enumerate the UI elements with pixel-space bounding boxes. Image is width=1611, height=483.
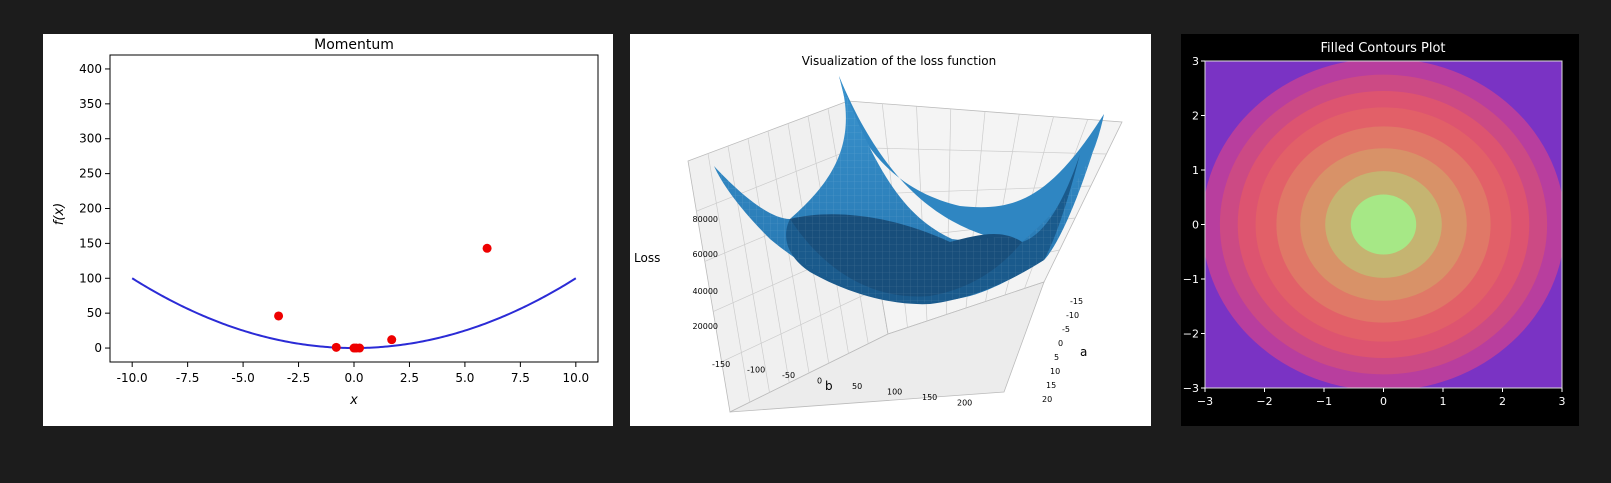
function-curve <box>131 277 577 350</box>
y-tick-label: -15 <box>1070 297 1083 306</box>
x-tick-label: 100 <box>887 388 902 397</box>
x-tick-label: -100 <box>747 366 765 375</box>
y-tick-label: 50 <box>87 306 102 320</box>
grid-line <box>721 287 881 363</box>
y-ticks: 0 50 100 150 200 250 300 350 400 <box>79 62 110 355</box>
y-tick-label: -10 <box>1066 311 1079 320</box>
contour-chart: Filled Contours Plot −3 −2 −1 0 1 2 3 −3 −2 −1 0 1… <box>1183 41 1566 408</box>
x-tick-label: 0 <box>817 377 822 386</box>
z-tick-label: 60000 <box>693 250 718 259</box>
x-tick-label: -2.5 <box>287 371 310 385</box>
y-tick-label: 400 <box>79 62 102 76</box>
grid-line <box>707 153 751 403</box>
loss-surface-chart: Visualization of the loss function Loss … <box>634 54 1123 413</box>
y-tick-label: −2 <box>1183 328 1199 341</box>
y-axis-label: f(x) <box>52 203 67 225</box>
x-ticks: −3 −2 −1 0 1 2 3 <box>1197 388 1566 408</box>
contour-level <box>1350 194 1417 255</box>
y-tick-label: 0 <box>1058 339 1063 348</box>
contour-levels <box>1205 61 1562 388</box>
y-tick-label: 100 <box>79 271 102 285</box>
grid-line <box>747 138 790 383</box>
x-tick-label: -10.0 <box>117 371 148 385</box>
chart-title: Filled Contours Plot <box>1320 41 1445 56</box>
x-ticks: -150 -100 -50 0 50 100 150 200 <box>712 360 972 408</box>
floor-pane <box>729 281 1045 413</box>
contour-chart-panel: Filled Contours Plot −3 −2 −1 0 1 2 3 −3 −2 −1 0 1… <box>1181 34 1579 426</box>
momentum-point <box>355 343 365 353</box>
surface-back <box>839 76 1104 244</box>
y-ticks: -15 -10 -5 0 5 10 15 20 <box>1042 297 1083 404</box>
x-tick-label: 50 <box>852 382 862 391</box>
x-tick-label: 3 <box>1559 395 1566 408</box>
y-axis-label: a <box>1080 345 1087 359</box>
y-tick-label: 1 <box>1192 164 1199 177</box>
y-tick-label: 300 <box>79 132 102 146</box>
x-ticks: -10.0 -7.5 -5.0 -2.5 0.0 2.5 5.0 7.5 10.0 <box>117 362 589 385</box>
loss-surface-panel: Visualization of the loss function Loss … <box>630 34 1151 426</box>
chart-title: Visualization of the loss function <box>802 54 997 68</box>
y-tick-label: -5 <box>1062 325 1070 334</box>
z-tick-label: 80000 <box>693 215 718 224</box>
y-tick-label: −3 <box>1183 382 1199 395</box>
y-tick-label: 0 <box>94 341 102 355</box>
momentum-point <box>274 311 284 321</box>
x-tick-label: -50 <box>782 371 795 380</box>
x-tick-label: 0 <box>1380 395 1387 408</box>
x-tick-label: 1 <box>1440 395 1447 408</box>
y-tick-label: 5 <box>1054 353 1059 362</box>
plot-frame <box>109 54 599 363</box>
z-axis-label: Loss <box>634 251 660 265</box>
x-tick-label: -150 <box>712 360 730 369</box>
momentum-chart: Momentum x f(x) -10.0 -7.5 -5.0 -2.5 0.0 2.5 5… <box>52 37 599 408</box>
y-tick-label: 15 <box>1046 381 1056 390</box>
y-tick-label: 2 <box>1192 110 1199 123</box>
x-tick-label: 150 <box>922 393 937 402</box>
y-tick-label: 0 <box>1192 219 1199 232</box>
x-axis-label: b <box>825 379 833 393</box>
momentum-point <box>331 342 341 352</box>
y-tick-label: 10 <box>1050 367 1060 376</box>
x-tick-label: −3 <box>1197 395 1213 408</box>
y-tick-label: 200 <box>79 202 102 216</box>
y-tick-label: 250 <box>79 167 102 181</box>
x-tick-label: 7.5 <box>511 371 530 385</box>
x-tick-label: -5.0 <box>231 371 254 385</box>
grid-line <box>855 147 1107 155</box>
momentum-point <box>387 335 397 345</box>
x-tick-label: 2.5 <box>400 371 419 385</box>
x-tick-label: 0.0 <box>344 371 363 385</box>
z-tick-label: 20000 <box>693 322 718 331</box>
chart-title: Momentum <box>314 37 394 53</box>
x-tick-label: 200 <box>957 399 972 408</box>
x-tick-label: -7.5 <box>176 371 199 385</box>
x-tick-label: 5.0 <box>455 371 474 385</box>
y-tick-label: 350 <box>79 97 102 111</box>
grid-line <box>696 147 857 212</box>
z-tick-label: 40000 <box>693 287 718 296</box>
y-tick-label: −1 <box>1183 273 1199 286</box>
x-tick-label: 10.0 <box>562 371 589 385</box>
y-tick-label: 20 <box>1042 395 1052 404</box>
x-axis-label: x <box>349 393 358 408</box>
y-ticks: −3 −2 −1 0 1 2 3 <box>1183 55 1205 395</box>
x-tick-label: −1 <box>1316 395 1332 408</box>
momentum-points <box>274 243 492 353</box>
z-ticks: 20000 40000 60000 80000 <box>693 215 718 331</box>
momentum-chart-panel: Momentum x f(x) -10.0 -7.5 -5.0 -2.5 0.0 2.5 5… <box>43 34 613 426</box>
x-tick-label: 2 <box>1499 395 1506 408</box>
momentum-point <box>482 243 492 253</box>
y-tick-label: 150 <box>79 236 102 250</box>
y-tick-label: 3 <box>1192 55 1199 68</box>
x-tick-label: −2 <box>1256 395 1272 408</box>
